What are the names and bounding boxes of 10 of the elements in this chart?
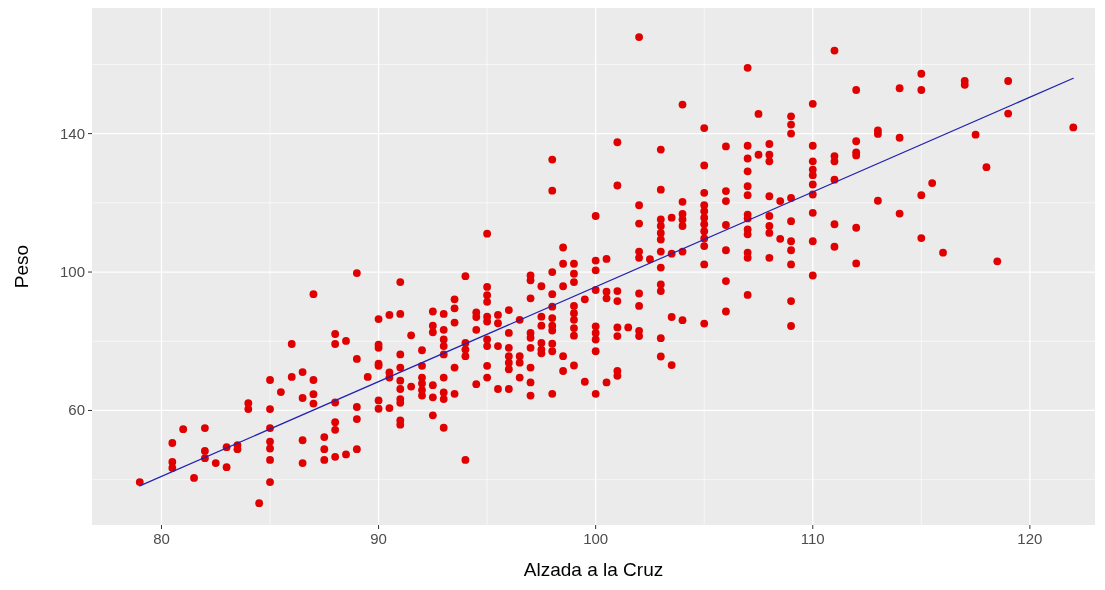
y-axis-title: Peso: [11, 244, 32, 289]
y-tick-label: 60: [68, 401, 85, 419]
y-tick-label: 100: [59, 263, 85, 281]
x-tick-label: 100: [583, 530, 609, 547]
x-tick-label: 90: [370, 530, 387, 547]
y-tick-label: 140: [59, 124, 85, 142]
x-tick-label: 120: [1017, 530, 1043, 547]
x-axis-title: Alzada a la Cruz: [523, 559, 664, 580]
x-tick-label: 110: [800, 530, 825, 547]
x-tick-label: 80: [153, 530, 170, 547]
